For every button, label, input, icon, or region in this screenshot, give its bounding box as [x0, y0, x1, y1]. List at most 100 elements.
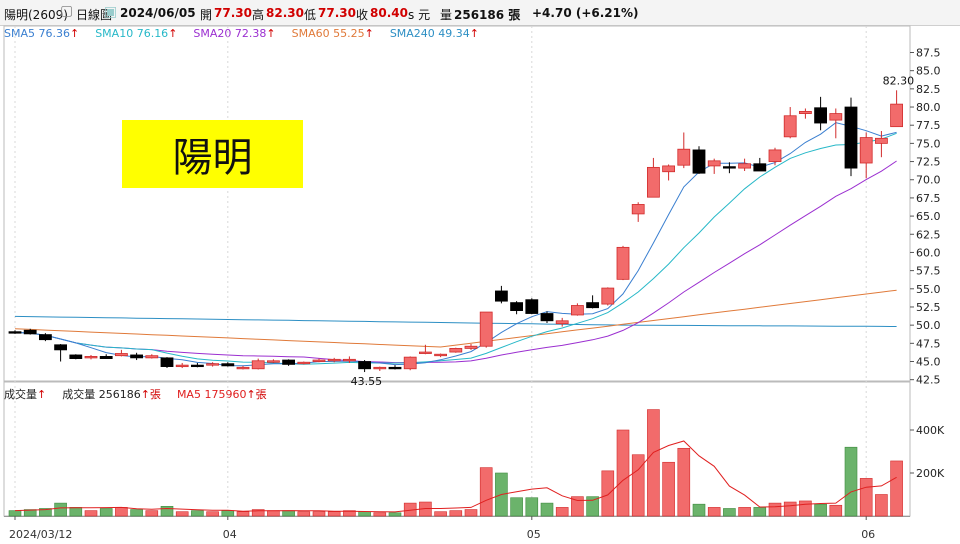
- candle-body: [297, 361, 311, 365]
- volume-bar: [8, 510, 22, 517]
- volume-label: 量: [440, 8, 453, 22]
- sma60-line: [14, 289, 897, 348]
- low-value: 77.30: [318, 6, 356, 20]
- candle-body: [859, 137, 873, 164]
- stock-name-box: 陽明: [122, 120, 303, 188]
- chart-icon[interactable]: ▢: [60, 3, 74, 19]
- volume-bar: [267, 510, 280, 517]
- candle-body: [449, 348, 463, 353]
- volume-bar: [145, 510, 159, 517]
- candle-body: [890, 103, 903, 128]
- candle-body: [783, 115, 797, 138]
- x-tick-label: 06: [861, 528, 875, 541]
- volume-bar: [297, 511, 311, 517]
- candle-body: [327, 358, 341, 362]
- candle-body: [631, 204, 645, 215]
- volume-bar: [662, 461, 675, 517]
- volume-bar: [844, 446, 858, 517]
- price-panel: [3, 25, 911, 382]
- candle-body: [69, 354, 83, 359]
- candle-body: [829, 113, 843, 121]
- price-tick-label: 87.5: [916, 47, 941, 60]
- candle-body: [662, 165, 675, 173]
- arrow-up-icon: ↑: [364, 27, 374, 40]
- volume-bar: [358, 511, 371, 517]
- candle-body: [39, 334, 52, 341]
- volume-bar: [510, 497, 523, 517]
- candle-body: [647, 166, 660, 198]
- candle-body: [99, 356, 113, 359]
- price-tick-label: 62.5: [916, 228, 941, 241]
- volume-bar: [768, 502, 782, 517]
- stock-name: 陽明(2609): [4, 8, 68, 22]
- arrow-up-icon: ↑: [69, 27, 80, 40]
- high-label: 高: [252, 8, 265, 22]
- candle-body: [479, 311, 493, 347]
- candle-body: [692, 149, 706, 174]
- price-tick-label: 85.0: [916, 65, 941, 78]
- price-tick-label: 82.5: [916, 83, 941, 96]
- volume-bar: [221, 510, 235, 517]
- volume-bar: [99, 508, 113, 517]
- candle-body: [601, 287, 615, 305]
- candle-body: [266, 360, 280, 363]
- low-label: 低: [304, 8, 317, 22]
- ma-legend-item-2: SMA20 72.38↑: [193, 27, 276, 40]
- ma-legend-item-4: SMA240 49.34↑: [389, 27, 480, 40]
- price-tick-label: 55.0: [916, 283, 941, 296]
- volume-bar: [875, 494, 888, 517]
- open-value: 77.30: [214, 6, 252, 20]
- x-tick-label: 2024/03/12: [9, 528, 72, 541]
- candle-body: [494, 290, 508, 302]
- volume-bar: [175, 511, 189, 517]
- price-tick-label: 75.0: [916, 137, 941, 150]
- volume-bar: [343, 510, 356, 517]
- volume-legend: 成交量↑ 成交量 256186↑張 MA5 175960↑張: [4, 386, 283, 402]
- price-tick-label: 77.5: [916, 119, 941, 132]
- candle-body: [312, 359, 326, 362]
- arrow-up-icon: ↑: [168, 27, 178, 40]
- volume-bar: [388, 512, 402, 517]
- open-label: 開: [200, 8, 213, 22]
- volume-bar: [738, 507, 751, 517]
- close-label: 收: [356, 8, 369, 22]
- volume-panel: [3, 381, 911, 517]
- volume-bar: [251, 509, 265, 517]
- volume-bar: [373, 512, 387, 517]
- change-value: +4.70 (+6.21%): [532, 6, 639, 20]
- stock-name-text: 陽明: [172, 135, 253, 181]
- candle-body: [130, 354, 144, 359]
- volume-tick-label: 200K: [916, 467, 945, 480]
- volume-bar: [631, 454, 645, 517]
- candle-body: [388, 366, 402, 370]
- sma10-line: [14, 132, 897, 365]
- candle-body: [753, 163, 767, 172]
- price-annotation: 82.30: [883, 74, 915, 87]
- candle-body: [434, 353, 448, 357]
- candle-body: [540, 313, 554, 322]
- calendar-icon[interactable]: ▣: [104, 4, 118, 20]
- volume-bar: [312, 511, 326, 517]
- vol-legend-item-2: MA5 175960↑張: [176, 388, 267, 401]
- ma-legend-item-0: SMA5 76.36↑: [4, 27, 80, 40]
- vol-legend-item-0: 成交量↑: [4, 388, 47, 401]
- volume-bar: [160, 506, 174, 517]
- candle-body: [723, 166, 736, 169]
- x-tick-label: 05: [527, 528, 541, 541]
- price-annotation: 43.55: [351, 375, 383, 388]
- volume-bar: [601, 470, 615, 517]
- volume-bar: [525, 497, 539, 517]
- candle-body: [875, 137, 888, 144]
- volume-bar: [327, 511, 341, 517]
- candle-body: [525, 299, 539, 314]
- candle-body: [799, 110, 812, 114]
- vol-legend-item-1: 成交量 256186↑張: [62, 388, 161, 401]
- candle-body: [236, 366, 250, 370]
- volume-bar: [130, 509, 143, 517]
- arrow-up-icon: ↑: [37, 388, 47, 401]
- candle-body: [54, 344, 67, 351]
- candle-body: [571, 305, 584, 316]
- volume-bar: [707, 507, 721, 517]
- candle-body: [403, 356, 417, 370]
